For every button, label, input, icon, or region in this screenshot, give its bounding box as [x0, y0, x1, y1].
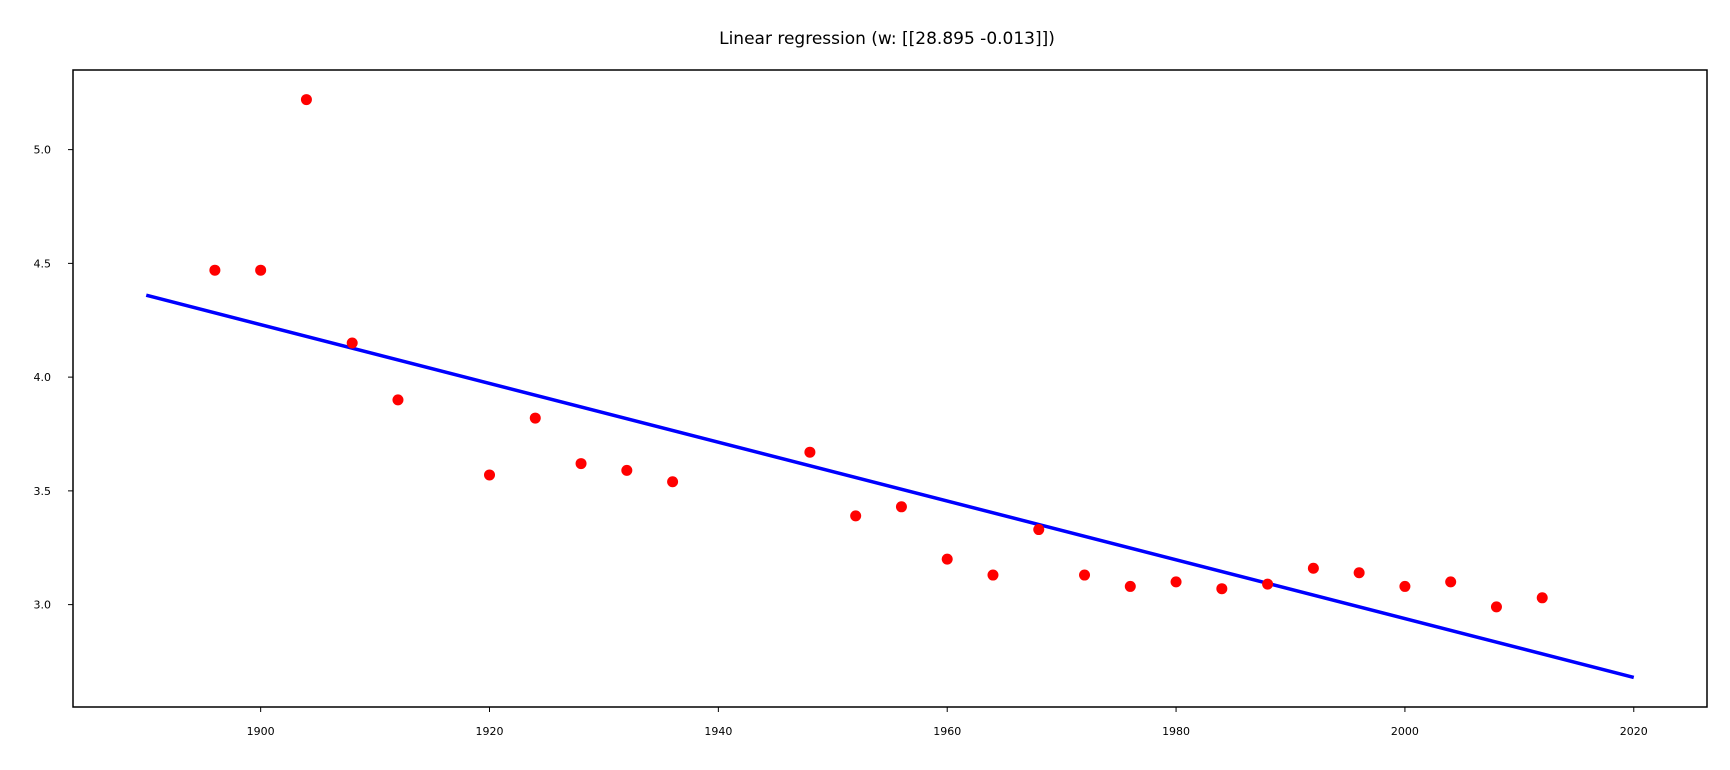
x-tick-label: 1980: [1162, 725, 1190, 738]
data-point: [1170, 576, 1182, 588]
regression-line-series: [145, 293, 1635, 680]
plot-area-frame: [72, 69, 1708, 708]
regression-line: [145, 293, 1635, 680]
data-point: [1490, 601, 1502, 613]
data-point: [1307, 562, 1319, 574]
y-tick-label: 3.0: [34, 599, 52, 612]
y-tick-label: 4.5: [34, 257, 52, 270]
data-point: [1033, 524, 1045, 536]
y-tick-label: 3.5: [34, 485, 52, 498]
data-point: [941, 553, 953, 565]
data-point: [1399, 580, 1411, 592]
data-point: [1216, 583, 1228, 595]
data-point: [346, 337, 358, 349]
data-point: [895, 501, 907, 513]
data-point: [804, 446, 816, 458]
data-point: [621, 464, 633, 476]
y-tick-label: 4.0: [34, 371, 52, 384]
data-point: [575, 458, 587, 470]
data-point: [392, 394, 404, 406]
data-point: [484, 469, 496, 481]
chart-title: Linear regression (w: [[28.895 -0.013]]): [719, 29, 1055, 49]
x-tick-label: 2020: [1620, 725, 1648, 738]
y-axis: 3.0 3.5 4.0 4.5 5.0: [34, 144, 73, 612]
data-point: [529, 412, 541, 424]
x-tick-label: 1900: [247, 725, 275, 738]
data-point: [300, 94, 312, 106]
x-tick-label: 1920: [476, 725, 504, 738]
data-point: [987, 569, 999, 581]
y-tick-label: 5.0: [34, 144, 52, 157]
x-tick-label: 1960: [933, 725, 961, 738]
data-point: [1445, 576, 1457, 588]
data-point: [1536, 592, 1548, 604]
data-point: [1262, 578, 1274, 590]
x-axis: 1900 1920 1940 1960 1980 2000 2020: [247, 707, 1648, 738]
data-point: [209, 264, 221, 276]
data-point: [1353, 567, 1365, 579]
data-point: [1079, 569, 1091, 581]
data-point: [667, 476, 679, 488]
data-point: [850, 510, 862, 522]
x-tick-label: 2000: [1391, 725, 1419, 738]
data-points-series: [209, 94, 1548, 613]
data-point: [1124, 580, 1136, 592]
x-tick-label: 1940: [704, 725, 732, 738]
data-point: [255, 264, 267, 276]
